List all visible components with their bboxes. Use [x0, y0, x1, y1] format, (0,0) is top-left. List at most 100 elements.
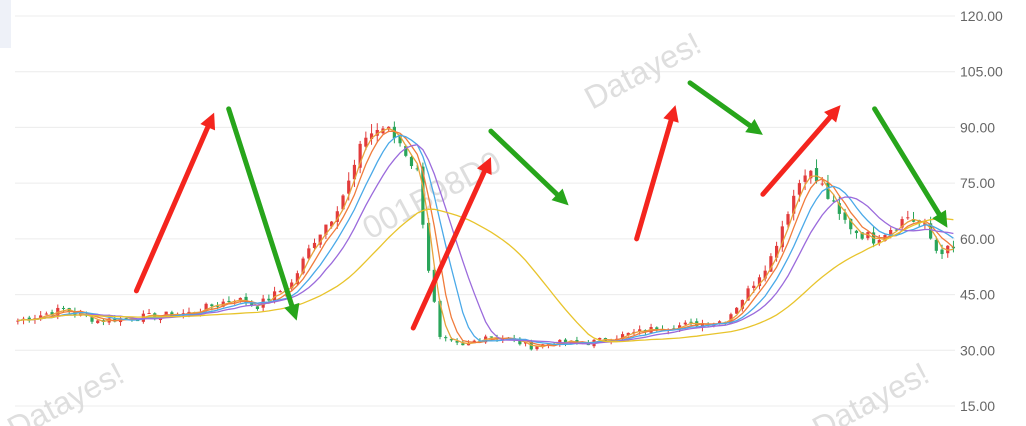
y-tick-label-0: 120.00: [960, 8, 1003, 24]
candle-body: [683, 322, 687, 325]
trend-arrow-down-3: [488, 128, 569, 206]
candle: [352, 159, 357, 187]
trend-arrow-shaft: [226, 106, 295, 308]
candle-body: [210, 304, 214, 307]
trend-arrow-head: [932, 209, 948, 228]
candle-body: [946, 245, 950, 254]
candle: [814, 159, 819, 184]
candle-body: [854, 230, 859, 234]
candle-body: [820, 183, 824, 185]
candle-body: [809, 170, 813, 179]
candle-body: [717, 321, 722, 325]
candle: [803, 169, 807, 191]
candle: [837, 196, 841, 220]
candle-body: [415, 168, 419, 170]
trend-arrows: [133, 80, 948, 331]
candle-body: [814, 168, 819, 182]
candle: [364, 131, 368, 151]
candle-body: [227, 300, 231, 302]
candle: [335, 206, 339, 229]
candle-body: [124, 318, 128, 320]
y-axis-ticks: 120.00 105.00 90.00 75.00 60.00 45.00 30.00 15.…: [960, 8, 1003, 414]
trend-arrow-shaft: [410, 169, 487, 331]
candle-body: [489, 336, 493, 338]
trend-arrow-head: [477, 157, 492, 176]
candle-body: [364, 137, 368, 147]
candle-body: [786, 214, 790, 225]
candle-body: [255, 306, 260, 309]
candle-body: [409, 156, 414, 167]
trend-arrow-head: [745, 119, 763, 135]
candle-body: [295, 273, 299, 285]
candle-body: [341, 195, 345, 210]
candle: [906, 210, 910, 220]
trend-arrow-head: [551, 188, 569, 206]
candle-body: [96, 320, 100, 324]
candle-body: [369, 133, 374, 140]
candle-body: [889, 230, 893, 237]
candle-body: [404, 145, 408, 156]
candle-body: [563, 339, 568, 344]
candle-body: [312, 242, 317, 249]
candle-body: [398, 135, 402, 144]
candle: [369, 124, 374, 145]
candle: [409, 155, 414, 169]
candle-body: [16, 320, 20, 322]
candle-body: [153, 313, 157, 319]
candle: [44, 311, 48, 315]
watermark-3: Datayes!: [1, 355, 129, 426]
candle-body: [735, 307, 739, 314]
candle-body: [244, 296, 248, 304]
candle: [147, 308, 151, 314]
candle-body: [455, 340, 459, 343]
y-tick-label-4: 60.00: [960, 231, 995, 247]
candle-body: [620, 334, 625, 338]
candle: [934, 236, 938, 254]
y-tick-label-1: 105.00: [960, 64, 1003, 80]
candle: [267, 294, 271, 303]
candle-body: [700, 323, 705, 328]
candle-body: [769, 256, 773, 272]
candle: [255, 305, 260, 311]
candle-body: [27, 317, 31, 321]
candle-body: [837, 203, 841, 214]
candle-body: [318, 234, 322, 245]
candle-body: [689, 321, 693, 323]
candle-body: [797, 183, 802, 195]
candle: [426, 218, 431, 273]
left-panel-edge: [0, 0, 11, 48]
candle-body: [290, 282, 294, 289]
candle-body: [444, 337, 448, 339]
candle-body: [906, 217, 910, 219]
candle-body: [250, 303, 254, 306]
candle-body: [940, 249, 944, 255]
candle-body: [746, 288, 750, 301]
y-tick-label-6: 30.00: [960, 342, 995, 358]
candle: [341, 194, 345, 210]
trend-arrow-head: [663, 105, 679, 123]
candle-body: [449, 339, 454, 341]
candle-body: [598, 337, 602, 340]
trend-arrow-shaft: [760, 114, 833, 197]
candle-body: [44, 313, 48, 315]
candle-body: [951, 246, 956, 249]
trend-arrow-down-7: [872, 106, 948, 228]
trend-arrow-shaft: [872, 106, 942, 217]
candle-body: [826, 182, 830, 199]
candle-body: [330, 221, 334, 227]
candle-body: [638, 329, 642, 332]
candle-body: [774, 245, 779, 258]
candle: [118, 316, 123, 326]
candle: [689, 318, 693, 326]
candle-body: [61, 307, 66, 309]
candle-body: [181, 313, 185, 315]
candle-body: [438, 300, 442, 337]
candle-body: [50, 312, 54, 316]
candle-body: [215, 305, 220, 307]
y-tick-label-5: 45.00: [960, 287, 995, 303]
candle-body: [392, 126, 396, 139]
candle-body: [147, 312, 151, 314]
candle-body: [301, 258, 305, 274]
candle-body: [307, 248, 311, 259]
